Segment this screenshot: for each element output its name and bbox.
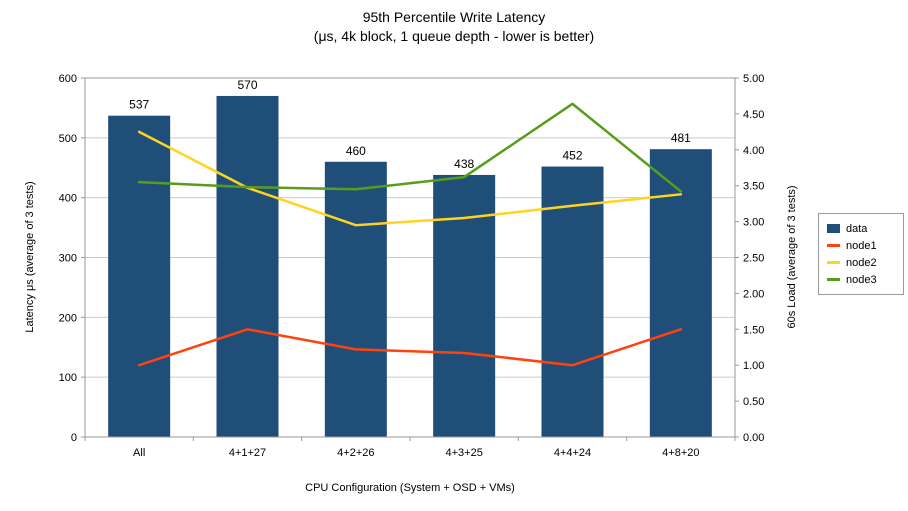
bar-All bbox=[108, 115, 171, 437]
chart-subtitle: (μs, 4k block, 1 queue depth - lower is … bbox=[313, 28, 595, 44]
bar-4+1+27 bbox=[216, 95, 279, 437]
bar-4+4+24 bbox=[541, 166, 604, 437]
bar-4+2+26 bbox=[324, 161, 387, 437]
legend-label-node2: node2 bbox=[846, 256, 877, 269]
legend-label-node1: node1 bbox=[846, 239, 877, 252]
right-tick-label: 4.00 bbox=[743, 145, 764, 157]
x-category-label: 4+4+24 bbox=[554, 447, 591, 459]
right-tick-label: 1.00 bbox=[743, 360, 764, 372]
x-category-label: All bbox=[133, 447, 145, 459]
right-tick-label: 4.50 bbox=[743, 109, 764, 121]
right-tick-label: 0.00 bbox=[743, 432, 764, 444]
legend-item-node1: node1 bbox=[827, 239, 895, 252]
right-tick-label: 3.00 bbox=[743, 217, 764, 229]
bar-value-label: 570 bbox=[237, 78, 257, 92]
bar-4+3+25 bbox=[433, 174, 496, 437]
legend-key-node2 bbox=[827, 261, 840, 264]
left-tick-label: 500 bbox=[59, 133, 77, 145]
legend: data node1 node2 node3 bbox=[818, 213, 904, 295]
bar-value-label: 438 bbox=[454, 157, 474, 171]
x-axis-title: CPU Configuration (System + OSD + VMs) bbox=[305, 482, 515, 494]
legend-item-node2: node2 bbox=[827, 256, 895, 269]
legend-item-node3: node3 bbox=[827, 273, 895, 286]
legend-key-data bbox=[827, 224, 840, 233]
legend-label-data: data bbox=[846, 222, 868, 235]
x-category-label: 4+1+27 bbox=[229, 447, 266, 459]
right-tick-label: 5.00 bbox=[743, 73, 764, 85]
left-tick-label: 100 bbox=[59, 372, 77, 384]
x-category-label: 4+3+25 bbox=[446, 447, 483, 459]
right-tick-label: 1.50 bbox=[743, 324, 764, 336]
bar-value-label: 452 bbox=[562, 149, 582, 163]
bar-value-label: 460 bbox=[346, 144, 366, 158]
bar-value-label: 481 bbox=[671, 131, 691, 145]
left-tick-label: 300 bbox=[59, 253, 77, 265]
right-tick-label: 2.00 bbox=[743, 288, 764, 300]
right-tick-label: 2.50 bbox=[743, 253, 764, 265]
chart-title: 95th Percentile Write Latency bbox=[362, 9, 546, 25]
legend-key-node3 bbox=[827, 278, 840, 281]
right-axis-title: 60s Load (average of 3 tests) bbox=[786, 185, 798, 329]
bar-value-label: 537 bbox=[129, 98, 149, 112]
left-tick-label: 200 bbox=[59, 312, 77, 324]
legend-label-node3: node3 bbox=[846, 273, 877, 286]
right-tick-label: 3.50 bbox=[743, 181, 764, 193]
left-tick-label: 0 bbox=[71, 432, 77, 444]
legend-key-node1 bbox=[827, 244, 840, 247]
x-category-label: 4+8+20 bbox=[662, 447, 699, 459]
x-category-label: 4+2+26 bbox=[337, 447, 374, 459]
right-tick-label: 0.50 bbox=[743, 396, 764, 408]
line-series-node1 bbox=[137, 328, 683, 367]
left-tick-label: 400 bbox=[59, 193, 77, 205]
left-axis-title: Latency μs (average of 3 tests) bbox=[24, 181, 36, 333]
line-series-node3 bbox=[137, 102, 683, 193]
line-series-node2 bbox=[137, 130, 683, 227]
left-tick-label: 600 bbox=[59, 73, 77, 85]
legend-item-data: data bbox=[827, 222, 895, 235]
